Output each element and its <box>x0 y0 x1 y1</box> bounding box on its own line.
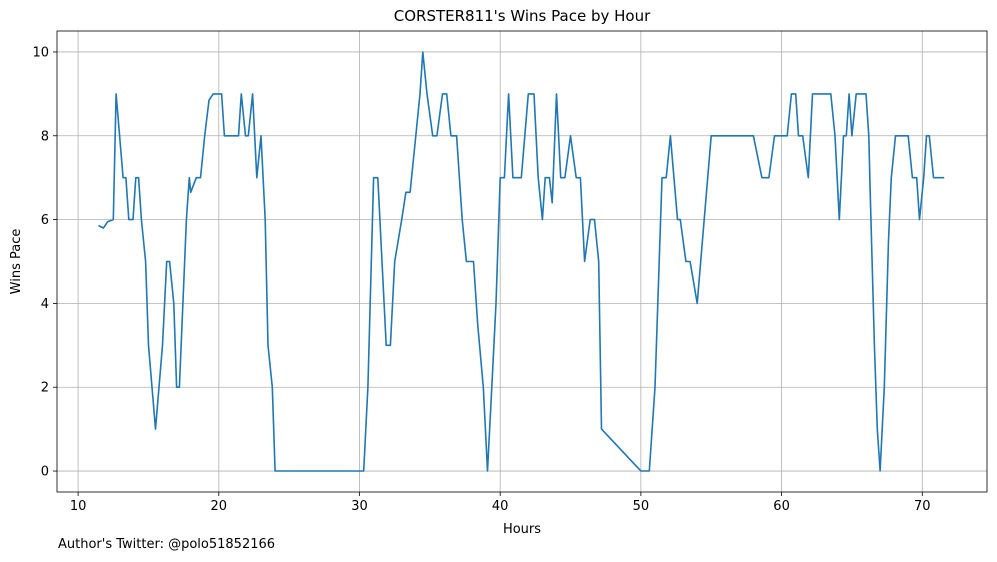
x-tick-label: 60 <box>773 499 790 514</box>
y-tick-label: 0 <box>41 465 49 480</box>
axis-ticks: 10 20 30 40 50 60 70 0 2 4 6 8 10 <box>32 45 930 514</box>
y-tick-label: 8 <box>41 129 49 144</box>
y-tick-label: 4 <box>41 297 49 312</box>
y-tick-label: 2 <box>41 381 49 396</box>
y-tick-label: 10 <box>32 45 49 60</box>
x-tick-label: 50 <box>633 499 650 514</box>
chart-title: CORSTER811's Wins Pace by Hour <box>394 7 651 25</box>
series-line-wins-pace <box>98 51 945 472</box>
x-axis-label: Hours <box>503 522 541 537</box>
grid-lines <box>57 31 987 492</box>
x-tick-label: 20 <box>211 499 228 514</box>
plot-area-frame <box>56 30 988 493</box>
author-twitter-footnote: Author's Twitter: @polo51852166 <box>58 537 276 552</box>
x-tick-label: 10 <box>70 499 87 514</box>
x-tick-label: 70 <box>914 499 931 514</box>
y-tick-label: 6 <box>41 213 49 228</box>
x-tick-label: 30 <box>351 499 368 514</box>
x-tick-label: 40 <box>492 499 509 514</box>
y-axis-label: Wins Pace <box>9 229 24 295</box>
